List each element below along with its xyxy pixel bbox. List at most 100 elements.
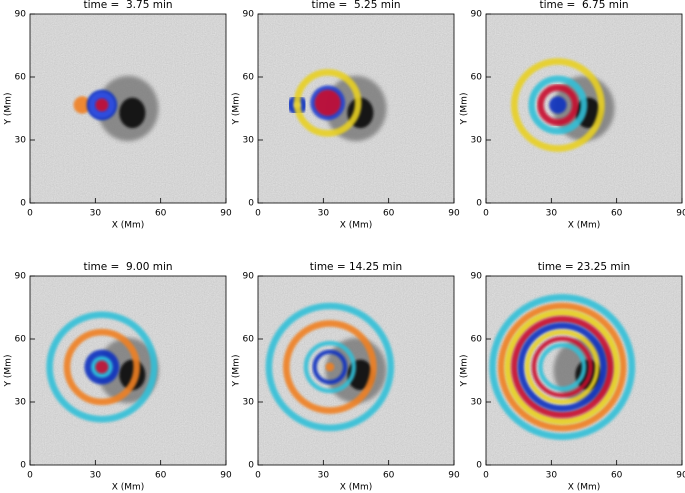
wave	[504, 309, 620, 425]
wave	[489, 294, 636, 440]
x-tick-label: 0	[27, 209, 33, 219]
chart-title: time = 3.75 min	[83, 0, 172, 11]
x-tick-label: 90	[220, 471, 232, 481]
wave	[531, 336, 593, 398]
wave	[511, 315, 614, 419]
y-axis-label: Y (Mm)	[4, 355, 14, 388]
x-tick-label: 0	[255, 471, 261, 481]
wave	[525, 329, 600, 405]
y-tick-label: 60	[471, 73, 483, 83]
y-tick-label: 60	[471, 335, 483, 345]
x-tick-label: 30	[90, 471, 102, 481]
x-tick-label: 60	[611, 471, 623, 481]
x-tick-label: 90	[676, 471, 685, 481]
y-tick-label: 60	[15, 335, 27, 345]
y-tick-label: 30	[15, 398, 27, 408]
panel: 0 30 60 90 0 30 60 90 time = 9.00 min X (Mm) Y (Mm…	[4, 261, 232, 493]
y-axis-label: Y (Mm)	[460, 93, 470, 126]
chart-title: time = 6.75 min	[539, 0, 628, 11]
axes-frame	[485, 13, 683, 204]
x-tick-label: 30	[90, 209, 102, 219]
y-tick-label: 0	[20, 461, 26, 471]
x-tick-label: 60	[611, 209, 623, 219]
x-tick-label: 0	[27, 471, 33, 481]
image	[30, 14, 226, 203]
x-tick-label: 60	[383, 471, 395, 481]
y-tick-label: 60	[243, 73, 255, 83]
y-axis-label: Y (Mm)	[232, 355, 242, 388]
image	[486, 14, 682, 203]
x-tick-label: 0	[483, 209, 489, 219]
panel: 0 30 60 90 0 30 60 90 time = 5.25 min X (Mm) Y (Mm…	[232, 0, 460, 231]
panel: 0 30 60 90 0 30 60 90 time = 6.75 min X (Mm) Y (Mm…	[460, 0, 685, 231]
wave	[517, 322, 607, 412]
x-tick-label: 0	[483, 471, 489, 481]
wave	[538, 343, 587, 391]
x-axis-label: X (Mm)	[112, 221, 145, 231]
x-tick-label: 90	[676, 209, 685, 219]
y-tick-label: 0	[476, 461, 482, 471]
y-tick-label: 90	[243, 10, 255, 20]
wave	[511, 58, 605, 152]
y-tick-label: 30	[471, 398, 483, 408]
y-tick-label: 30	[243, 398, 255, 408]
x-tick-label: 60	[155, 471, 167, 481]
x-tick-label: 30	[546, 209, 558, 219]
axes-frame	[257, 13, 455, 204]
image	[258, 14, 454, 203]
x-tick-label: 60	[155, 209, 167, 219]
wave	[528, 75, 588, 135]
x-tick-label: 90	[448, 471, 460, 481]
image	[486, 276, 682, 465]
x-axis-label: X (Mm)	[568, 221, 601, 231]
y-tick-label: 30	[15, 136, 27, 146]
axes-frame	[485, 275, 683, 466]
image	[30, 276, 226, 465]
y-axis-label: Y (Mm)	[4, 93, 14, 126]
y-tick-label: 90	[15, 10, 27, 20]
panel: 0 30 60 90 0 30 60 90 time = 23.25 min X (Mm) Y (M…	[460, 261, 685, 493]
y-tick-label: 0	[20, 199, 26, 209]
x-tick-label: 0	[255, 209, 261, 219]
umbra	[119, 97, 146, 129]
chart-title: time = 5.25 min	[311, 0, 400, 11]
wave	[46, 311, 158, 423]
y-axis-label: Y (Mm)	[232, 93, 242, 126]
y-tick-label: 90	[243, 272, 255, 282]
wave	[283, 320, 377, 414]
wave	[63, 328, 140, 406]
y-tick-label: 60	[243, 335, 255, 345]
x-tick-label: 30	[546, 471, 558, 481]
y-tick-label: 30	[471, 136, 483, 146]
axes-frame	[29, 275, 227, 466]
y-tick-label: 90	[471, 10, 483, 20]
y-tick-label: 0	[248, 199, 254, 209]
y-tick-label: 90	[15, 272, 27, 282]
wave	[303, 340, 356, 394]
wave	[549, 96, 567, 114]
x-axis-label: X (Mm)	[340, 483, 373, 493]
x-tick-label: 30	[318, 471, 330, 481]
panel: 0 30 60 90 0 30 60 90 time = 14.25 min X (Mm) Y (M…	[232, 261, 460, 493]
axes-frame	[29, 13, 227, 204]
chart-title: time = 23.25 min	[538, 261, 630, 273]
chart-title: time = 9.00 min	[83, 261, 172, 273]
x-axis-label: X (Mm)	[340, 221, 373, 231]
x-tick-label: 60	[383, 209, 395, 219]
y-tick-label: 0	[476, 199, 482, 209]
x-axis-label: X (Mm)	[568, 483, 601, 493]
y-tick-label: 0	[248, 461, 254, 471]
image	[258, 276, 454, 465]
wave	[312, 349, 348, 385]
wave	[265, 302, 395, 432]
chart-title: time = 14.25 min	[310, 261, 402, 273]
wave	[95, 98, 109, 112]
y-tick-label: 90	[471, 272, 483, 282]
y-axis-label: Y (Mm)	[460, 355, 470, 388]
wave	[73, 96, 91, 114]
wave	[95, 360, 109, 374]
x-tick-label: 90	[448, 209, 460, 219]
wave	[314, 89, 341, 116]
wave	[293, 69, 362, 137]
